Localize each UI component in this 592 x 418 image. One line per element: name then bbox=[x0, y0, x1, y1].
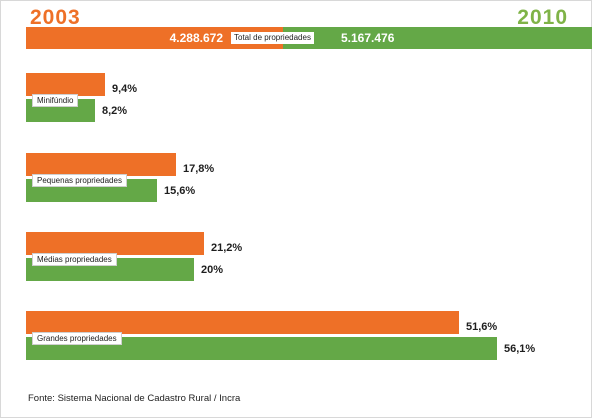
source-note: Fonte: Sistema Nacional de Cadastro Rura… bbox=[28, 393, 241, 404]
category-label: Minifúndio bbox=[32, 94, 79, 107]
value-label-2010: 15,6% bbox=[164, 185, 196, 197]
bar-2003 bbox=[26, 73, 105, 96]
total-value-2003: 4.288.672 bbox=[169, 31, 223, 45]
value-label-2003: 51,6% bbox=[466, 321, 498, 333]
year-2010-label: 2010 bbox=[517, 6, 568, 29]
bar-2003 bbox=[26, 311, 459, 334]
category-group: 21,2% 20% Médias propriedades bbox=[26, 232, 592, 284]
total-properties-bar: 4.288.672 Total de propriedades 5.167.47… bbox=[26, 27, 592, 49]
value-label-2010: 8,2% bbox=[102, 105, 128, 117]
total-label: Total de propriedades bbox=[231, 32, 314, 44]
total-value-2010: 5.167.476 bbox=[341, 31, 395, 45]
value-label-2010: 56,1% bbox=[504, 343, 536, 355]
value-label-2003: 9,4% bbox=[112, 83, 138, 95]
category-group: 17,8% 15,6% Pequenas propriedades bbox=[26, 153, 592, 205]
total-bar-2010 bbox=[283, 27, 592, 49]
value-label-2003: 17,8% bbox=[183, 163, 215, 175]
bar-2003 bbox=[26, 232, 204, 255]
category-group: 9,4% 8,2% Minifúndio bbox=[26, 73, 592, 125]
bar-2003 bbox=[26, 153, 176, 176]
category-group: 51,6% 56,1% Grandes propriedades bbox=[26, 311, 592, 363]
value-label-2003: 21,2% bbox=[211, 242, 243, 254]
year-2003-label: 2003 bbox=[30, 6, 81, 29]
category-label: Grandes propriedades bbox=[32, 332, 122, 345]
total-bar-2003 bbox=[26, 27, 283, 49]
category-label: Pequenas propriedades bbox=[32, 174, 127, 187]
category-label: Médias propriedades bbox=[32, 253, 117, 266]
value-label-2010: 20% bbox=[201, 264, 224, 276]
bar-2010 bbox=[26, 337, 497, 360]
